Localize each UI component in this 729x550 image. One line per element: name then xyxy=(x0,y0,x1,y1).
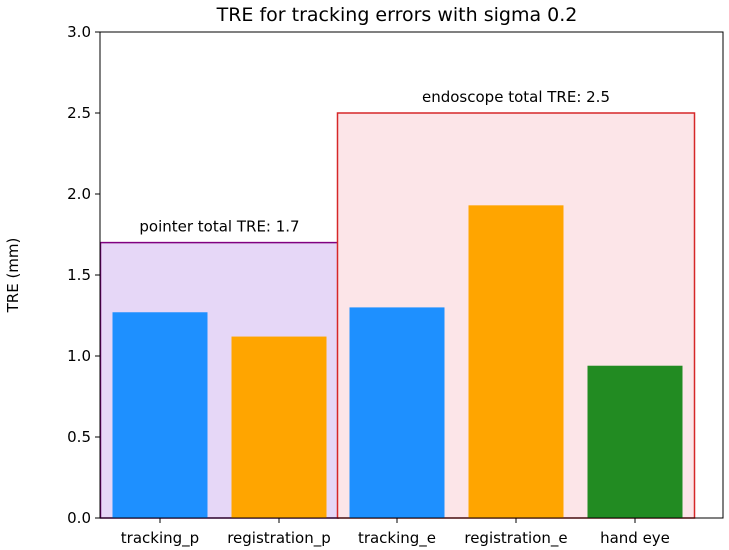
x-tick-label: tracking_e xyxy=(358,529,436,548)
group-label-0: pointer total TRE: 1.7 xyxy=(139,218,299,236)
y-tick-label: 2.0 xyxy=(67,185,91,203)
bar-tracking_e xyxy=(349,307,445,518)
y-tick-label: 3.0 xyxy=(67,23,91,41)
group-label-1: endoscope total TRE: 2.5 xyxy=(422,88,610,106)
x-tick-label: registration_p xyxy=(227,529,331,548)
bar-tracking_p xyxy=(112,312,208,518)
x-tick-label: registration_e xyxy=(464,529,567,548)
bar-hand-eye xyxy=(587,365,683,518)
chart-title: TRE for tracking errors with sigma 0.2 xyxy=(216,4,578,26)
x-tick-label: tracking_p xyxy=(121,529,199,548)
y-tick-label: 0.0 xyxy=(67,509,91,527)
bar-registration_e xyxy=(468,205,564,518)
y-tick-label: 2.5 xyxy=(67,104,91,122)
y-axis-label: TRE (mm) xyxy=(4,238,22,314)
y-tick-label: 1.0 xyxy=(67,347,91,365)
y-tick-label: 0.5 xyxy=(67,428,91,446)
x-tick-label: hand eye xyxy=(600,529,670,547)
y-tick-label: 1.5 xyxy=(67,266,91,284)
plot-area: pointer total TRE: 1.7 endoscope total TR… xyxy=(67,23,724,548)
bar-registration_p xyxy=(231,336,327,518)
